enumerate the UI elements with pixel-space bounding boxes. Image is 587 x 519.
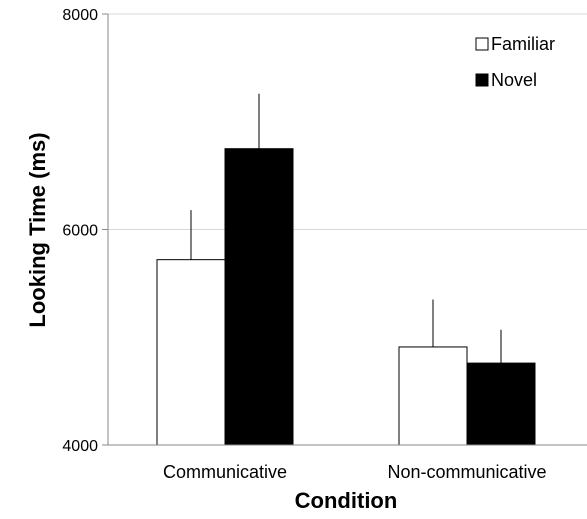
x-category-label: Communicative [163,462,287,482]
x-axis-title: Condition [295,488,398,513]
y-tick-label: 4000 [62,438,98,455]
legend-label-familiar: Familiar [491,34,555,54]
bar-familiar-2 [398,346,468,446]
x-category-label: Non-communicative [387,462,546,482]
legend: Familiar Novel [475,34,555,90]
error-bars [190,93,502,364]
y-axis-title: Looking Time (ms) [25,132,50,327]
bars [156,148,536,446]
bar-novel-1 [224,148,294,446]
legend-swatch-novel [475,73,489,87]
bar-familiar-1 [156,259,226,446]
y-tick-label: 6000 [62,223,98,240]
bar-novel-2 [466,362,536,446]
y-tick-label: 8000 [62,7,98,24]
y-tick-labels: 4000 6000 8000 [62,7,108,455]
legend-swatch-familiar [475,37,489,51]
x-category-labels: Communicative Non-communicative [163,462,547,482]
legend-label-novel: Novel [491,70,537,90]
gridlines [108,13,587,230]
